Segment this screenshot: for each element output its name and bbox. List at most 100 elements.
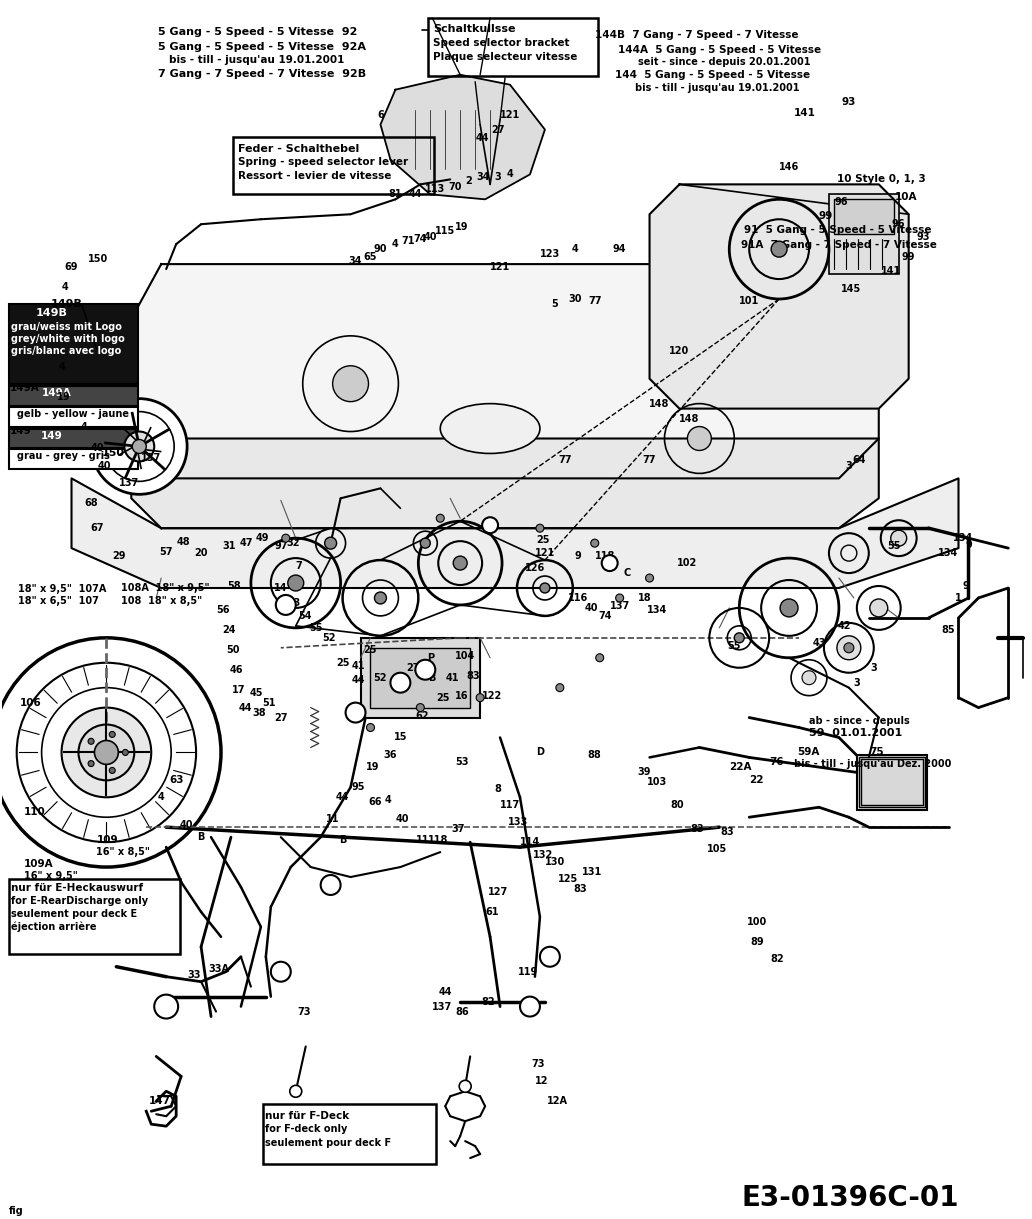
Text: 110: 110 — [24, 807, 45, 817]
Text: 7: 7 — [295, 561, 302, 570]
Bar — [263, 1104, 437, 1164]
Text: 66: 66 — [368, 797, 382, 807]
Text: nur für F-Deck: nur für F-Deck — [265, 1112, 349, 1121]
Text: 41: 41 — [352, 661, 365, 670]
Text: gris/blanc avec logo: gris/blanc avec logo — [10, 346, 121, 356]
Text: 76: 76 — [769, 757, 783, 768]
Text: 67: 67 — [91, 523, 104, 533]
Text: C: C — [487, 522, 493, 530]
Text: 62: 62 — [416, 711, 429, 720]
Circle shape — [375, 592, 386, 603]
Circle shape — [290, 1085, 301, 1097]
Text: 85: 85 — [942, 625, 956, 635]
Text: 40: 40 — [180, 820, 193, 830]
Text: 4: 4 — [392, 239, 398, 249]
Text: D: D — [528, 1002, 536, 1012]
Text: 61: 61 — [485, 907, 498, 917]
Text: 148: 148 — [649, 399, 670, 408]
Text: 118: 118 — [594, 551, 615, 561]
Circle shape — [891, 530, 907, 546]
Text: 12: 12 — [536, 1076, 549, 1086]
Text: 30: 30 — [568, 294, 582, 304]
Text: 149B: 149B — [51, 299, 83, 308]
Text: 57: 57 — [159, 547, 173, 557]
Bar — [360, 638, 480, 718]
Text: 15: 15 — [393, 733, 408, 742]
Circle shape — [92, 399, 187, 495]
Polygon shape — [381, 74, 545, 200]
Circle shape — [780, 599, 798, 617]
Text: 80: 80 — [671, 800, 684, 811]
Text: 10A: 10A — [895, 193, 917, 202]
Text: 6: 6 — [377, 110, 384, 119]
Text: 40: 40 — [395, 814, 409, 824]
Text: 121: 121 — [535, 549, 555, 558]
Text: 77: 77 — [558, 456, 572, 466]
Text: 141: 141 — [794, 107, 816, 118]
Text: 27: 27 — [407, 663, 420, 673]
Circle shape — [416, 703, 424, 712]
Text: 68: 68 — [85, 499, 98, 508]
Text: 58: 58 — [227, 581, 240, 591]
Text: 149A: 149A — [9, 383, 39, 393]
Circle shape — [366, 724, 375, 731]
Text: 148: 148 — [679, 413, 700, 423]
Text: for E-RearDischarge only: for E-RearDischarge only — [10, 896, 148, 906]
Text: 55: 55 — [728, 641, 741, 651]
Text: 4: 4 — [61, 282, 68, 293]
Text: seulement pour deck E: seulement pour deck E — [10, 909, 137, 919]
Text: 48: 48 — [176, 538, 190, 547]
Text: 42: 42 — [837, 620, 850, 631]
Text: 147: 147 — [150, 1096, 171, 1107]
Circle shape — [590, 539, 599, 547]
Text: 134: 134 — [647, 605, 668, 614]
Circle shape — [109, 731, 116, 737]
Text: 109: 109 — [96, 835, 118, 845]
Text: seulement pour deck F: seulement pour deck F — [265, 1139, 391, 1148]
Circle shape — [602, 555, 618, 570]
Text: 27: 27 — [275, 713, 288, 723]
Text: 127: 127 — [488, 887, 508, 897]
Circle shape — [124, 432, 154, 462]
Text: 47: 47 — [239, 538, 253, 549]
Text: 99: 99 — [819, 211, 833, 222]
Text: 40: 40 — [585, 603, 599, 613]
Bar — [233, 137, 434, 194]
Text: 4: 4 — [158, 792, 164, 802]
Bar — [829, 194, 899, 274]
Circle shape — [62, 707, 152, 797]
Text: 96: 96 — [892, 219, 905, 229]
Polygon shape — [131, 439, 879, 528]
Text: 149: 149 — [40, 430, 63, 440]
Text: 108A  18" x 9,5": 108A 18" x 9,5" — [122, 583, 209, 592]
Text: 137: 137 — [432, 1002, 452, 1012]
Text: B: B — [338, 835, 347, 845]
Bar — [8, 450, 138, 469]
Text: 14: 14 — [275, 583, 288, 592]
Circle shape — [415, 659, 436, 680]
Text: 133: 133 — [508, 817, 528, 828]
Text: 18" x 6,5"  107: 18" x 6,5" 107 — [18, 596, 99, 606]
Text: 52: 52 — [322, 633, 335, 642]
Circle shape — [771, 241, 787, 257]
Text: 3: 3 — [845, 462, 852, 472]
Text: 45: 45 — [249, 688, 262, 697]
Text: 22: 22 — [749, 775, 764, 785]
Text: 105: 105 — [707, 844, 728, 855]
Polygon shape — [71, 478, 959, 588]
Text: 120: 120 — [670, 346, 689, 356]
Text: 94: 94 — [613, 244, 626, 254]
Bar — [370, 647, 471, 707]
Text: 5 Gang - 5 Speed - 5 Vitesse  92A: 5 Gang - 5 Speed - 5 Vitesse 92A — [158, 41, 366, 52]
Text: 97: 97 — [275, 541, 288, 551]
Text: 106: 106 — [20, 697, 41, 707]
Bar — [8, 429, 138, 449]
Text: B: B — [428, 673, 436, 683]
Text: 126: 126 — [525, 563, 545, 573]
Circle shape — [282, 534, 290, 542]
Text: 109A: 109A — [24, 859, 54, 869]
Circle shape — [646, 574, 653, 581]
Text: seit - since - depuis 20.01.2001: seit - since - depuis 20.01.2001 — [638, 57, 810, 67]
Text: 3: 3 — [853, 678, 861, 688]
Text: 134: 134 — [954, 533, 973, 544]
